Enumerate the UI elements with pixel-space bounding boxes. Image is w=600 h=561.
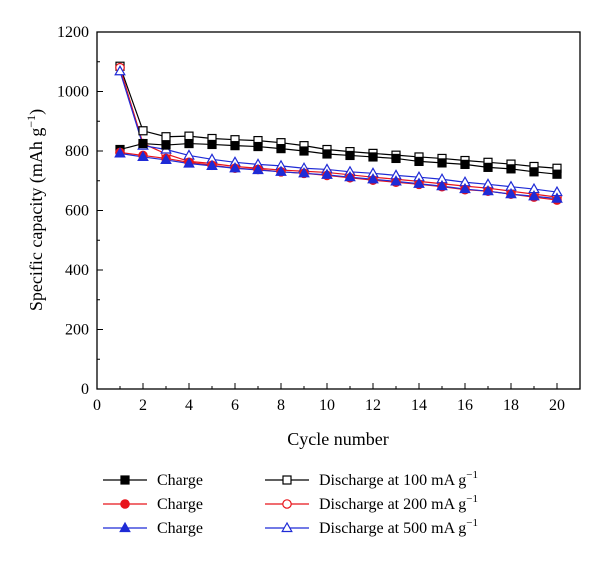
x-axis-title: Cycle number [287,429,388,449]
x-tick-label: 18 [503,397,519,414]
y-axis-title-close: ) [26,109,47,115]
y-axis-title-sup: −1 [24,115,38,128]
data-point [506,164,516,174]
y-axis-title: Specific capacity (mAh g−1) [24,109,47,311]
legend-label-main: Charge [157,496,203,513]
legend-label: Charge [157,496,203,513]
data-point [138,138,148,149]
x-tick-label: 14 [411,397,427,414]
data-point [184,131,194,141]
y-tick-label: 1000 [57,84,89,101]
data-point [206,159,218,170]
legend-marker [119,521,131,533]
legend-label-main: Charge [157,472,203,489]
data-point [253,141,263,152]
data-point [414,156,424,167]
x-tick-label: 20 [549,397,565,414]
data-point [298,167,310,178]
plot-frame [96,31,581,390]
legend-marker [120,475,130,485]
data-point [436,179,448,191]
data-point [321,168,333,179]
data-point [276,144,286,154]
data-point [138,126,148,136]
y-tick-label: 1200 [57,24,89,41]
data-point [230,141,240,151]
y-tick-label: 800 [65,143,89,160]
data-point [161,140,171,150]
data-point [391,153,401,164]
series-line-3 [119,66,558,169]
x-tick-label: 16 [457,397,473,414]
data-point [207,139,217,150]
data-point [529,167,539,177]
data-point [299,146,309,156]
legend-marker [120,499,130,509]
y-tick-label: 200 [65,322,89,339]
data-point [552,169,562,179]
data-point [413,177,425,188]
legend-label-sup: −1 [466,517,478,529]
legend-label: Discharge at 500 mA g−1 [319,517,478,537]
legend-marker [282,475,292,485]
data-point [483,162,493,172]
data-point [390,175,402,186]
data-point [184,138,194,149]
series-markers [114,61,563,205]
data-point [344,170,356,182]
legend-marker [281,521,293,533]
y-tick-label: 400 [65,262,89,279]
x-tick-label: 6 [231,397,239,414]
data-point [114,147,126,158]
data-point [368,152,378,162]
data-point [482,184,494,196]
data-point [322,149,332,159]
legend-label-main: Discharge at 500 mA g [319,520,466,537]
legend-label: Charge [157,520,203,537]
data-point [460,159,470,169]
data-point [161,132,171,142]
y-axis-title-main: Specific capacity (mAh g [26,128,47,311]
x-tick-label: 12 [365,397,381,414]
y-tick-label: 600 [65,203,89,220]
data-point [345,150,355,161]
legend-label: Discharge at 200 mA g−1 [319,493,478,513]
data-point [505,187,517,199]
x-tick-label: 4 [185,397,193,414]
data-point [160,153,172,165]
x-tick-label: 10 [319,397,335,414]
x-tick-label: 0 [93,397,101,414]
legend-marker [282,499,292,509]
data-point [367,173,379,184]
x-tick-label: 2 [139,397,147,414]
x-tick-label: 8 [277,397,285,414]
legend-label-sup: −1 [466,493,478,505]
data-point [183,157,195,168]
data-point [459,182,471,194]
y-tick-label: 0 [81,381,89,398]
legend-label: Discharge at 100 mA g−1 [319,469,478,489]
legend-label-main: Discharge at 200 mA g [319,496,466,513]
data-point [551,192,563,203]
data-point [229,162,241,173]
legend-label: Charge [157,472,203,489]
data-point [137,150,149,162]
data-point [114,65,126,76]
data-point [528,189,540,201]
data-point [437,158,447,168]
data-point [252,163,264,175]
data-point [275,165,287,176]
legend-label-main: Discharge at 100 mA g [319,472,466,489]
legend-label-main: Charge [157,520,203,537]
legend-label-sup: −1 [466,469,478,481]
